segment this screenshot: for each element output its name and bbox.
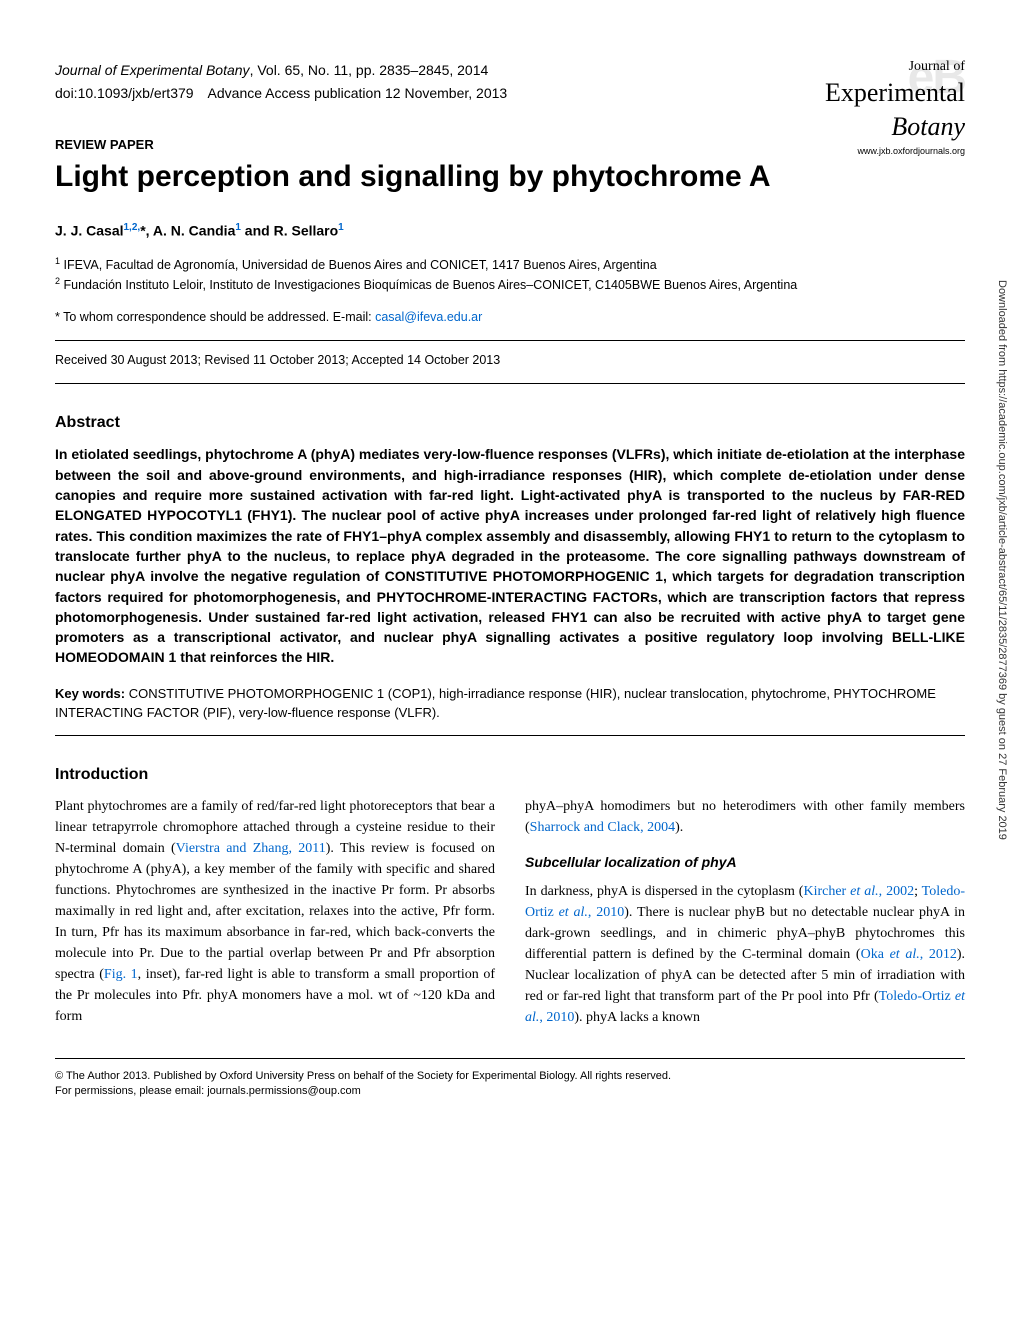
intro-para-1-cont: phyA–phyA homodimers but no heterodimers… (525, 796, 965, 838)
divider (55, 383, 965, 384)
copyright: © The Author 2013. Published by Oxford U… (55, 1069, 965, 1084)
footer: © The Author 2013. Published by Oxford U… (55, 1069, 965, 1100)
citation-link[interactable]: Vierstra and Zhang, 2011 (176, 841, 326, 856)
keywords-label: Key words: (55, 686, 125, 701)
dates: Received 30 August 2013; Revised 11 Octo… (55, 353, 965, 367)
subsection-heading: Subcellular localization of phyA (525, 852, 965, 873)
two-column-body: Plant phytochromes are a family of red/f… (55, 796, 965, 1028)
journal-name: Journal of Experimental Botany (55, 62, 250, 78)
article-title: Light perception and signalling by phyto… (55, 160, 965, 194)
volume-info: , Vol. 65, No. 11, pp. 2835–2845, 2014 (250, 62, 489, 78)
affiliations: 1 IFEVA, Facultad de Agronomía, Universi… (55, 255, 965, 295)
footer-divider (55, 1058, 965, 1059)
download-watermark: Downloaded from https://academic.oup.com… (996, 280, 1008, 840)
introduction-heading: Introduction (55, 766, 965, 784)
permissions: For permissions, please email: journals.… (55, 1084, 965, 1099)
logo-line3: Botany (825, 110, 965, 144)
abstract-text: In etiolated seedlings, phytochrome A (p… (55, 444, 965, 667)
column-left: Plant phytochromes are a family of red/f… (55, 796, 495, 1028)
citation-link[interactable]: Sharrock and Clack, 2004 (530, 820, 675, 835)
citation-link[interactable]: Oka et al., 2012 (861, 947, 957, 962)
keywords-text: CONSTITUTIVE PHOTOMORPHOGENIC 1 (COP1), … (55, 686, 936, 721)
abstract-heading: Abstract (55, 414, 965, 432)
divider (55, 735, 965, 736)
column-right: phyA–phyA homodimers but no heterodimers… (525, 796, 965, 1028)
logo-line2: Experimental (825, 76, 965, 110)
citation-link[interactable]: Kircher et al., 2002 (803, 884, 914, 899)
correspondence: * To whom correspondence should be addre… (55, 310, 965, 324)
intro-para-2: In darkness, phyA is dispersed in the cy… (525, 881, 965, 1028)
logo-line1: Journal of (825, 58, 965, 76)
journal-logo: eB Journal of Experimental Botany www.jx… (825, 58, 965, 157)
keywords: Key words: CONSTITUTIVE PHOTOMORPHOGENIC… (55, 684, 965, 723)
correspondence-email[interactable]: casal@ifeva.edu.ar (375, 310, 482, 324)
correspondence-text: * To whom correspondence should be addre… (55, 310, 375, 324)
intro-para-1: Plant phytochromes are a family of red/f… (55, 796, 495, 1027)
affiliation-2: Fundación Instituto Leloir, Instituto de… (64, 278, 798, 292)
logo-url: www.jxb.oxfordjournals.org (825, 146, 965, 158)
affiliation-1: IFEVA, Facultad de Agronomía, Universida… (64, 258, 657, 272)
figure-link[interactable]: Fig. 1 (104, 967, 138, 982)
authors: J. J. Casal1,2,*, A. N. Candia1 and R. S… (55, 222, 965, 239)
divider (55, 340, 965, 341)
